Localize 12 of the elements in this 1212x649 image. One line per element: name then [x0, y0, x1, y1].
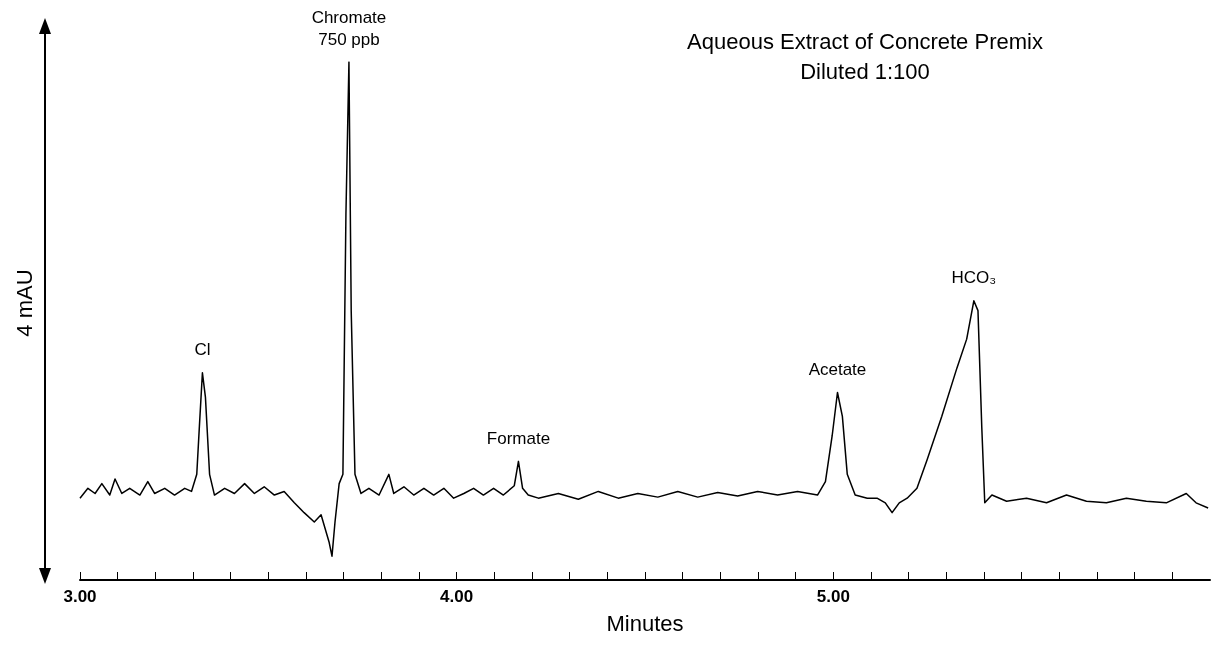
x-axis-title: Minutes: [606, 610, 684, 636]
annotation: Acetate: [808, 359, 867, 379]
annotation: Cl: [194, 340, 211, 360]
annotation: HCO₃: [951, 268, 997, 288]
annotation: Chromate 750 ppb: [311, 7, 387, 49]
y-axis-title: 4 mAU: [12, 268, 38, 339]
annotation: Formate: [486, 428, 551, 448]
chart-subtitle: Diluted 1:100: [800, 58, 930, 84]
chart-title: Aqueous Extract of Concrete Premix: [687, 28, 1043, 54]
x-tick-label: 4.00: [440, 587, 474, 606]
x-tick-label: 5.00: [816, 587, 850, 606]
x-tick-label: 3.00: [63, 587, 97, 606]
